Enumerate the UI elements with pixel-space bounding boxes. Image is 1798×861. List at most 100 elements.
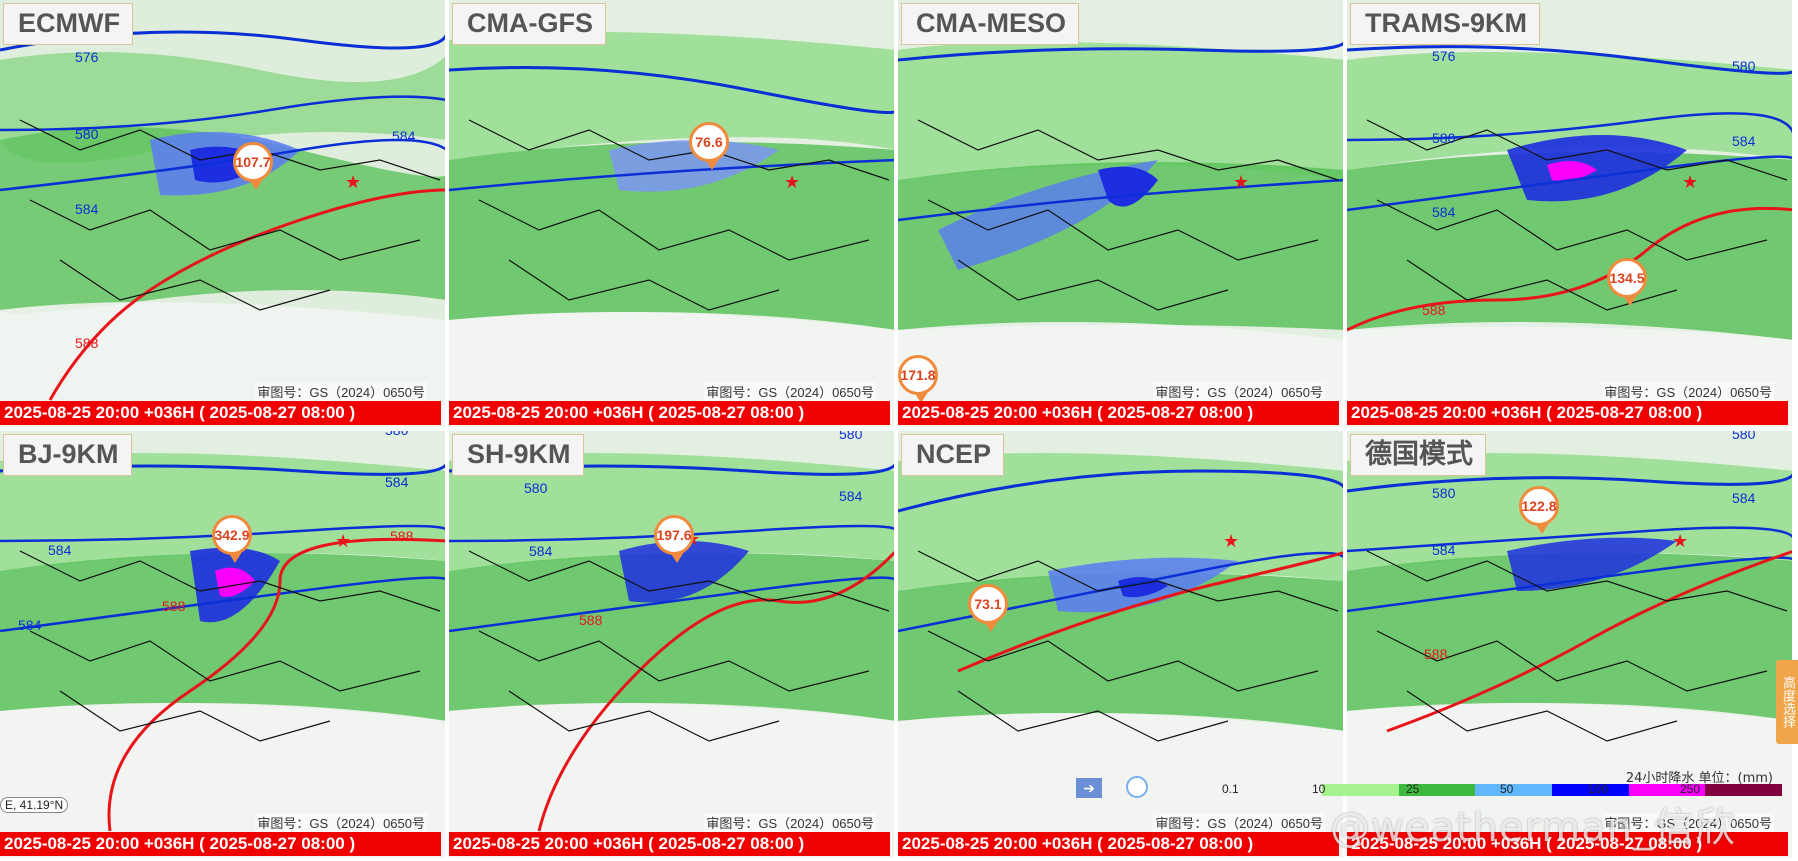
- contour-label: 588: [1422, 302, 1446, 318]
- map-approval-number: 审图号：GS（2024）0650号: [1153, 813, 1325, 832]
- contour-label: 584: [1732, 133, 1756, 149]
- panel-title: CMA-MESO: [901, 3, 1079, 45]
- contour-label: 588: [390, 528, 414, 544]
- legend-tick: 10: [1312, 782, 1326, 796]
- contour-label: 584: [75, 201, 99, 217]
- coordinate-readout: E, 41.19°N: [0, 797, 69, 813]
- contour-label: 584: [529, 543, 553, 559]
- panel-title: 德国模式: [1350, 434, 1486, 476]
- forecast-time-bar: 2025-08-25 20:00 +036H ( 2025-08-27 08:0…: [898, 401, 1339, 425]
- legend-tick: 0.1: [1222, 782, 1239, 796]
- contour-label: 576: [75, 49, 99, 65]
- legend-tick: 100: [1588, 782, 1609, 796]
- map-approval-number: 审图号：GS（2024）0650号: [1153, 382, 1325, 401]
- panel-ecmwf: ★ 576 580 584 584 588 107.7 ECMWF 审图号：GS…: [0, 0, 447, 429]
- contour-label: 576: [1432, 48, 1456, 64]
- panel-title: BJ-9KM: [3, 434, 132, 476]
- legend-color-swatch: [1475, 784, 1553, 796]
- forecast-time-bar: 2025-08-25 20:00 +036H ( 2025-08-27 08:0…: [1347, 401, 1788, 425]
- contour-label: 588: [579, 612, 603, 628]
- contour-label: 584: [1732, 490, 1756, 506]
- contour-label: 584: [1432, 204, 1456, 220]
- map-bj-9km: ★ 576 580 580 584 584 584 588 588: [0, 431, 445, 858]
- map-approval-number: 审图号：GS（2024）0650号: [704, 382, 876, 401]
- svg-text:★: ★: [335, 531, 351, 552]
- contour-label: 580: [1432, 485, 1456, 501]
- legend-color-bar: [1322, 784, 1783, 796]
- contour-label: 580: [1432, 130, 1456, 146]
- max-precip-pin[interactable]: 171.8: [898, 355, 938, 403]
- contour-label: 584: [839, 488, 863, 504]
- map-approval-number: 审图号：GS（2024）0650号: [1602, 813, 1774, 832]
- contour-label: 588: [75, 335, 99, 351]
- map-approval-number: 审图号：GS（2024）0650号: [255, 813, 427, 832]
- contour-label: 580: [1732, 58, 1756, 74]
- contour-label: 584: [385, 474, 409, 490]
- contour-label: 584: [48, 542, 72, 558]
- map-approval-number: 审图号：GS（2024）0650号: [1602, 382, 1774, 401]
- legend-color-swatch: [1398, 784, 1476, 796]
- svg-text:★: ★: [1233, 172, 1249, 193]
- legend-title: 24小时降水 单位：(mm): [1625, 771, 1773, 786]
- legend-tick: 250: [1680, 782, 1701, 796]
- panel-title: ECMWF: [3, 3, 133, 45]
- weibo-watermark: @weatherman_信欣: [1330, 805, 1737, 851]
- precip-legend: 24小时降水 单位：(mm) 0.1 10 25 50 100 250: [1180, 770, 1785, 798]
- svg-text:★: ★: [345, 172, 361, 193]
- legend-color-swatch: [1552, 784, 1629, 796]
- panel-bj-9km: ★ 576 580 580 584 584 584 588 588 342.9 …: [0, 431, 447, 860]
- forecast-time-bar: 2025-08-25 20:00 +036H ( 2025-08-27 08:0…: [0, 832, 441, 856]
- legend-color-swatch: [1628, 784, 1706, 796]
- map-cma-meso: ★: [898, 0, 1343, 427]
- forecast-time-bar: 2025-08-25 20:00 +036H ( 2025-08-27 08:0…: [1347, 832, 1788, 856]
- contour-label: 588: [162, 598, 186, 614]
- map-sh-9km: ★ 576 580 580 584 584 588: [449, 431, 894, 858]
- max-precip-pin[interactable]: 107.7: [233, 142, 273, 190]
- panel-german-model: ★ 576 580 580 584 584 588 122.8 德国模式 审图号…: [1347, 431, 1794, 860]
- max-precip-pin[interactable]: 342.9: [212, 515, 252, 563]
- time-slider-knob[interactable]: [1126, 776, 1148, 798]
- svg-text:★: ★: [1682, 172, 1698, 193]
- panel-title: CMA-GFS: [452, 3, 606, 45]
- contour-label: 580: [385, 431, 409, 438]
- map-cma-gfs: ★: [449, 0, 894, 427]
- max-precip-pin[interactable]: 73.1: [968, 584, 1008, 632]
- legend-color-swatch: [1322, 784, 1399, 796]
- map-approval-number: 审图号：GS（2024）0650号: [255, 382, 427, 401]
- panel-cma-gfs: ★ 76.6 CMA-GFS 审图号：GS（2024）0650号 2025-08…: [449, 0, 896, 429]
- legend-tick: 25: [1406, 782, 1420, 796]
- panel-title: TRAMS-9KM: [1350, 3, 1540, 45]
- max-precip-pin[interactable]: 122.8: [1519, 486, 1559, 534]
- svg-text:★: ★: [1223, 531, 1239, 552]
- contour-label: 584: [1432, 542, 1456, 558]
- legend-color-swatch: [1705, 784, 1783, 796]
- contour-label: 580: [839, 431, 863, 442]
- map-ecmwf: ★ 576 580 584 584 588: [0, 0, 445, 427]
- contour-label: 588: [1424, 646, 1448, 662]
- max-precip-pin[interactable]: 197.6: [654, 515, 694, 563]
- forecast-time-bar: 2025-08-25 20:00 +036H ( 2025-08-27 08:0…: [898, 832, 1339, 856]
- forecast-time-bar: 2025-08-25 20:00 +036H ( 2025-08-27 08:0…: [449, 401, 890, 425]
- max-precip-pin[interactable]: 134.5: [1607, 258, 1647, 306]
- height-select-tab[interactable]: 高度选择: [1776, 660, 1798, 744]
- panel-sh-9km: ★ 576 580 580 584 584 588 197.6 SH-9KM 审…: [449, 431, 896, 860]
- map-approval-number: 审图号：GS（2024）0650号: [704, 813, 876, 832]
- contour-label: 580: [524, 480, 548, 496]
- play-arrow-icon[interactable]: ➔: [1076, 778, 1102, 798]
- forecast-time-bar: 2025-08-25 20:00 +036H ( 2025-08-27 08:0…: [449, 832, 890, 856]
- contour-label: 584: [18, 617, 42, 633]
- max-precip-pin[interactable]: 76.6: [689, 122, 729, 170]
- contour-label: 580: [75, 126, 99, 142]
- contour-label: 584: [392, 128, 416, 144]
- legend-tick: 50: [1500, 782, 1514, 796]
- map-trams-9km: ★ 576 580 580 584 584 588: [1347, 0, 1792, 427]
- panel-title: SH-9KM: [452, 434, 584, 476]
- svg-text:★: ★: [1672, 531, 1688, 552]
- svg-text:★: ★: [784, 172, 800, 193]
- contour-label: 580: [1732, 431, 1756, 442]
- panel-ncep: ★ 73.1 NCEP 审图号：GS（2024）0650号 2025-08-25…: [898, 431, 1345, 860]
- forecast-time-bar: 2025-08-25 20:00 +036H ( 2025-08-27 08:0…: [0, 401, 441, 425]
- panel-title: NCEP: [901, 434, 1005, 476]
- panel-cma-meso: ★ 171.8 CMA-MESO 审图号：GS（2024）0650号 2025-…: [898, 0, 1345, 429]
